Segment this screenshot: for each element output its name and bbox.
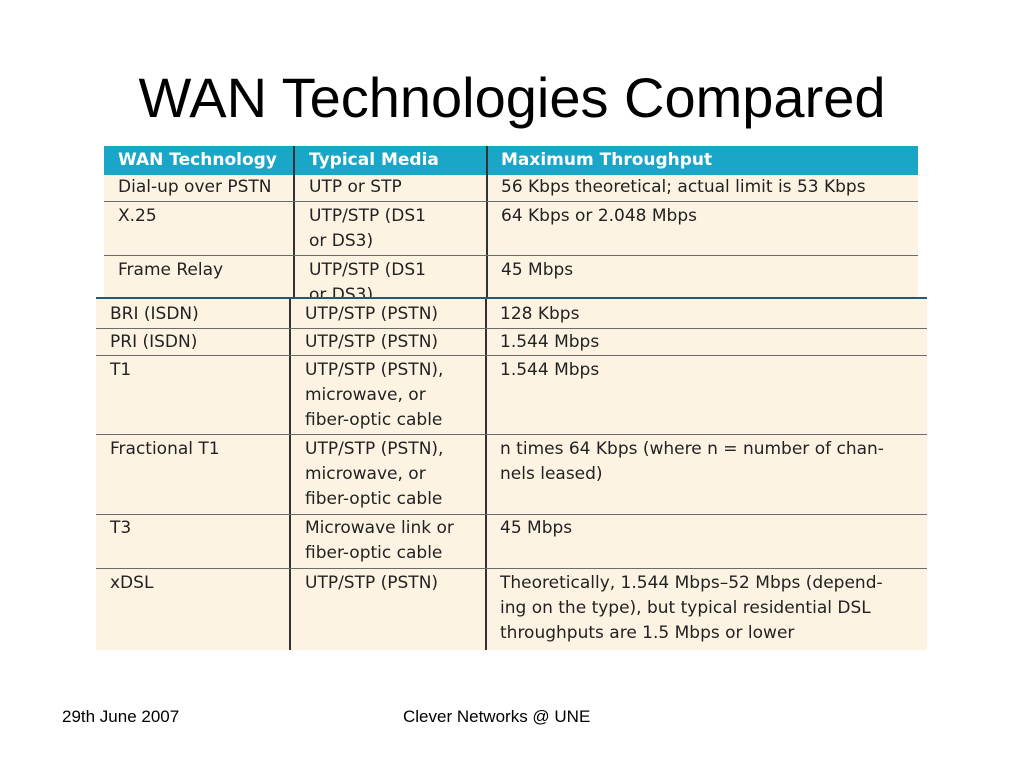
table-cell-tech: X.25 — [118, 206, 157, 226]
row-divider — [96, 355, 927, 356]
table-cell-media: UTP/STP (PSTN), — [305, 360, 444, 380]
table-header-row: WAN Technology Typical Media Maximum Thr… — [104, 146, 918, 175]
row-divider — [104, 255, 918, 256]
table-cell-throughput: 45 Mbps — [500, 518, 573, 538]
table-cell-throughput: 128 Kbps — [500, 304, 580, 324]
table-cell-media: or DS3) — [309, 231, 374, 251]
table-cell-throughput: n times 64 Kbps (where n = number of cha… — [500, 439, 884, 459]
row-divider — [104, 201, 918, 202]
column-divider — [486, 146, 488, 298]
table-cell-tech: PRI (ISDN) — [110, 332, 198, 352]
table-cell-media: UTP/STP (DS1 — [309, 206, 426, 226]
table-cell-tech: Dial-up over PSTN — [118, 177, 272, 197]
table-cell-tech: Fractional T1 — [110, 439, 220, 459]
footer-date: 29th June 2007 — [62, 707, 180, 726]
table-cell-media: microwave, or — [305, 385, 426, 405]
table-cell-throughput: 1.544 Mbps — [500, 332, 600, 352]
table-cell-media: or DS3) — [309, 285, 374, 298]
section-divider — [96, 297, 927, 299]
header-wan-technology: WAN Technology — [118, 150, 277, 170]
table-cell-throughput: Theoretically, 1.544 Mbps–52 Mbps (depen… — [500, 573, 883, 593]
table-cell-throughput: nels leased) — [500, 464, 603, 484]
footer-organization: Clever Networks @ UNE — [403, 707, 591, 726]
table-cell-media: UTP/STP (PSTN) — [305, 332, 439, 352]
table-cell-throughput: ing on the type), but typical residentia… — [500, 598, 871, 618]
table-cell-throughput: 1.544 Mbps — [500, 360, 600, 380]
table-cell-media: UTP/STP (DS1 — [309, 260, 426, 280]
table-cell-throughput: 45 Mbps — [501, 260, 574, 280]
table-cell-throughput: throughputs are 1.5 Mbps or lower — [500, 623, 795, 643]
header-typical-media: Typical Media — [309, 150, 439, 170]
table-cell-tech: T1 — [110, 360, 132, 380]
column-divider — [485, 299, 487, 650]
row-divider — [96, 568, 927, 569]
row-divider — [96, 434, 927, 435]
column-divider — [289, 299, 291, 650]
table-cell-media: fiber-optic cable — [305, 489, 443, 509]
table-cell-throughput: 56 Kbps theoretical; actual limit is 53 … — [501, 177, 866, 197]
table-cell-throughput: 64 Kbps or 2.048 Mbps — [501, 206, 697, 226]
table-cell-media: Microwave link or — [305, 518, 454, 538]
table-cell-media: UTP/STP (PSTN) — [305, 573, 439, 593]
slide-title: WAN Technologies Compared — [138, 66, 886, 129]
table-cell-media: UTP or STP — [309, 177, 402, 197]
column-divider — [293, 146, 295, 298]
wan-table-top: WAN Technology Typical Media Maximum Thr… — [104, 146, 918, 298]
table-cell-media: microwave, or — [305, 464, 426, 484]
table-cell-tech: BRI (ISDN) — [110, 304, 199, 324]
table-cell-media: UTP/STP (PSTN), — [305, 439, 444, 459]
row-divider — [96, 328, 927, 329]
table-cell-tech: Frame Relay — [118, 260, 224, 280]
wan-table-bottom: BRI (ISDN) UTP/STP (PSTN) 128 Kbps PRI (… — [96, 299, 927, 650]
row-divider — [96, 514, 927, 515]
table-cell-tech: T3 — [110, 518, 132, 538]
table-cell-tech: xDSL — [110, 573, 154, 593]
table-cell-media: UTP/STP (PSTN) — [305, 304, 439, 324]
table-cell-media: fiber-optic cable — [305, 410, 443, 430]
header-maximum-throughput: Maximum Throughput — [501, 150, 713, 170]
table-cell-media: fiber-optic cable — [305, 543, 443, 563]
